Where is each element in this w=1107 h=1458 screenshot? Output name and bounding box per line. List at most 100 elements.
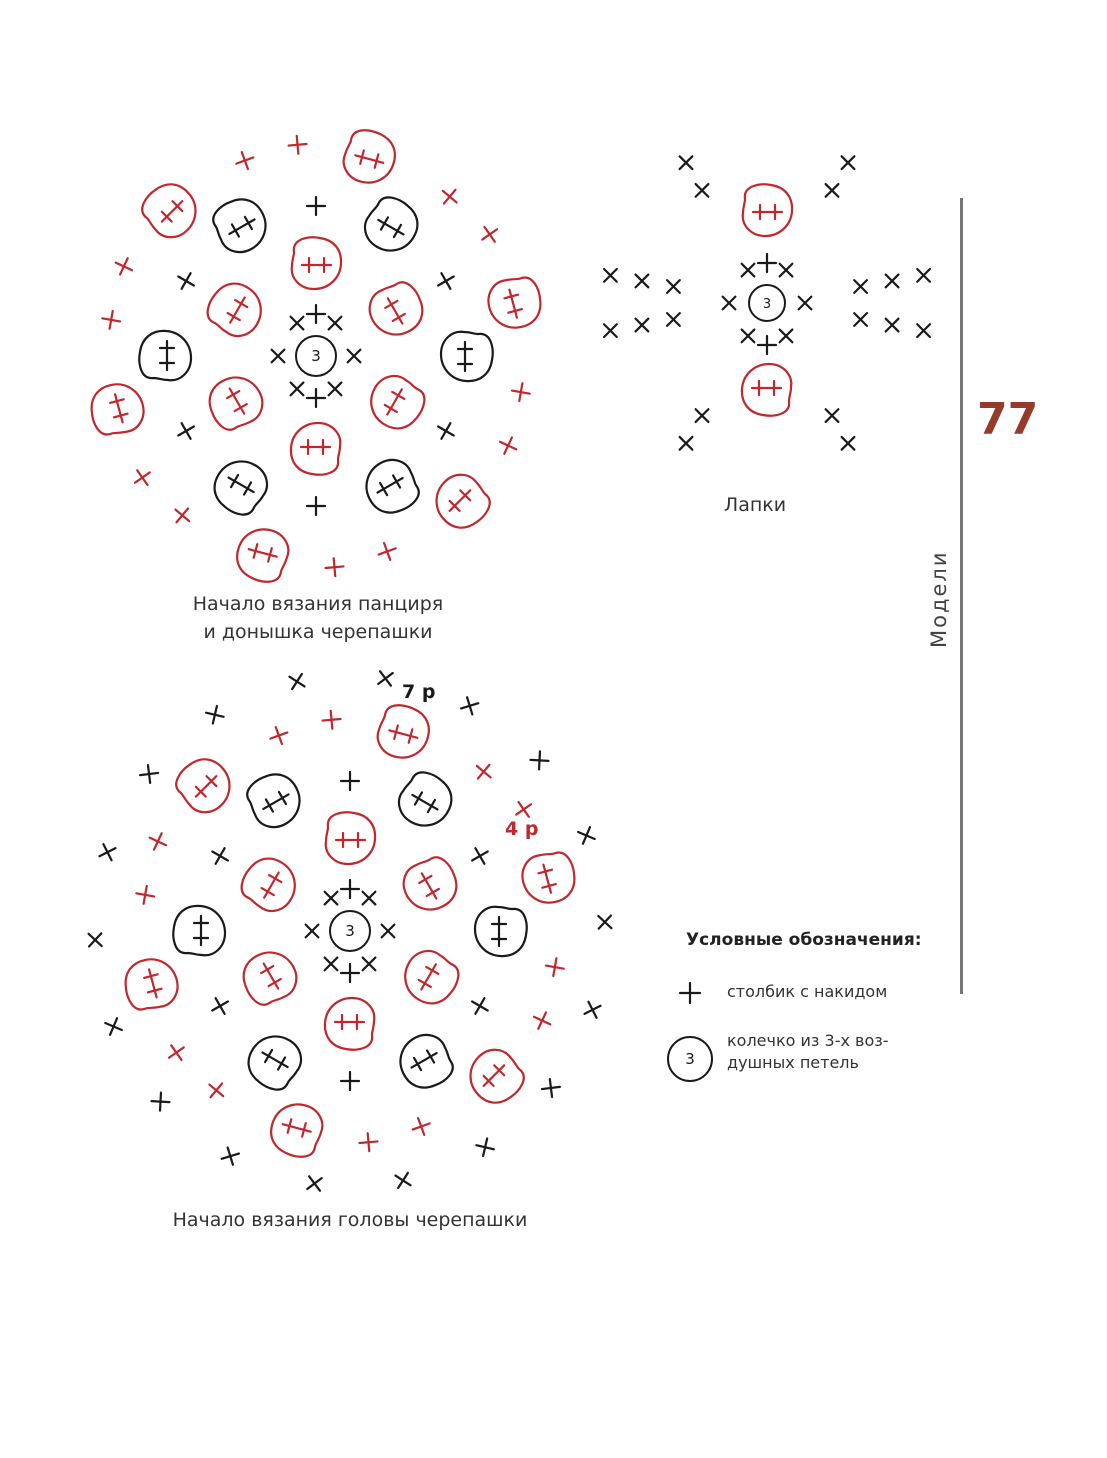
dc-stitch-icon xyxy=(109,393,125,409)
dc-stitch-icon xyxy=(750,379,768,397)
dc-stitch-icon xyxy=(853,279,869,294)
dc-stitch-icon xyxy=(354,149,370,166)
head-diagram: 3 7 р 4 р xyxy=(87,670,613,1192)
stitch-group-icon xyxy=(324,811,377,866)
dc-stitch-icon xyxy=(394,1171,412,1190)
head-caption-line-1: Начало вязания головы черепашки xyxy=(172,1209,528,1231)
dc-stitch-icon xyxy=(324,557,345,578)
dc-stitch-icon xyxy=(269,725,289,746)
dc-stitch-icon xyxy=(339,1070,361,1092)
dc-stitch-icon xyxy=(797,295,813,311)
dc-stitch-icon xyxy=(361,956,377,972)
section-divider xyxy=(960,198,963,994)
dc-stitch-icon xyxy=(459,489,472,502)
stitch-group-icon xyxy=(435,473,491,529)
dc-stitch-icon xyxy=(346,348,362,364)
dc-stitch-icon xyxy=(481,225,499,243)
stitch-group-icon xyxy=(469,1048,525,1104)
stitch-group-icon xyxy=(90,383,145,436)
dc-stitch-icon xyxy=(916,323,932,339)
dc-stitch-icon xyxy=(471,847,489,865)
dc-stitch-icon xyxy=(139,763,160,785)
dc-stitch-icon xyxy=(241,215,256,231)
dc-stitch-icon xyxy=(884,317,900,333)
dc-stitch-icon xyxy=(380,923,396,939)
dc-stitch-icon xyxy=(240,481,255,496)
dc-stitch-icon xyxy=(334,831,352,849)
ring-icon: 3 xyxy=(748,284,786,322)
dc-stitch-icon xyxy=(541,878,557,894)
stitch-group-icon xyxy=(124,958,179,1011)
dc-stitch-icon xyxy=(150,1091,171,1112)
dc-stitch-icon xyxy=(471,997,489,1015)
dc-stitch-icon xyxy=(425,963,440,978)
dc-stitch-icon xyxy=(234,296,249,311)
dc-stitch-icon xyxy=(267,975,282,990)
stitch-group-icon xyxy=(289,421,342,476)
stitch-group-icon xyxy=(247,1035,303,1091)
dc-stitch-icon xyxy=(634,273,650,289)
dc-stitch-icon xyxy=(112,407,129,424)
dc-stitch-icon xyxy=(383,401,398,416)
dc-stitch-icon xyxy=(532,1011,552,1030)
dc-stitch-icon xyxy=(377,670,394,687)
dc-stitch-icon xyxy=(305,495,327,517)
dc-stitch-icon xyxy=(135,884,156,905)
dc-stitch-icon xyxy=(158,339,176,357)
dc-stitch-icon xyxy=(323,890,339,906)
ring-label: 3 xyxy=(685,1050,695,1068)
dc-stitch-icon xyxy=(177,272,195,290)
dc-stitch-icon xyxy=(114,257,134,276)
dc-stitch-icon xyxy=(490,915,508,933)
dc-stitch-icon xyxy=(418,872,433,887)
dc-stitch-icon xyxy=(133,469,151,487)
dc-stitch-icon xyxy=(475,1137,495,1158)
dc-stitch-icon xyxy=(192,929,210,947)
legend-item-ring-line-2: душных петель xyxy=(727,1053,859,1072)
ring-icon: 3 xyxy=(667,1036,713,1082)
dc-stitch-icon xyxy=(275,790,290,806)
dc-stitch-icon xyxy=(339,962,361,984)
dc-stitch-icon xyxy=(678,155,694,171)
dc-stitch-icon xyxy=(389,474,404,489)
head-caption: Начало вязания головы черепашки xyxy=(160,1206,540,1234)
dc-stitch-icon xyxy=(634,317,650,333)
dc-stitch-icon xyxy=(498,436,518,455)
dc-stitch-icon xyxy=(537,863,554,880)
stitch-group-icon xyxy=(399,1033,454,1089)
stitch-group-icon xyxy=(270,1103,324,1158)
dc-stitch-icon xyxy=(262,798,277,813)
dc-stitch-icon xyxy=(824,408,840,424)
dc-stitch-icon xyxy=(146,982,163,999)
dc-stitch-icon xyxy=(289,381,305,397)
row-label: 7 р xyxy=(402,681,435,703)
stitch-group-icon xyxy=(370,374,426,430)
dc-stitch-icon xyxy=(171,200,184,213)
dc-stitch-icon xyxy=(211,847,229,865)
dc-stitch-icon xyxy=(260,884,275,899)
dc-stitch-icon xyxy=(510,382,531,403)
dc-stitch-icon xyxy=(577,826,596,845)
dc-stitch-icon xyxy=(226,387,241,402)
shell-caption: Начало вязания панциря и донышка черепаш… xyxy=(168,590,468,646)
dc-stitch-icon xyxy=(665,279,681,294)
stitch-group-icon xyxy=(212,198,267,254)
dc-stitch-icon xyxy=(299,438,317,456)
legend-item-ring-text: колечко из 3-х воз- душных петель xyxy=(727,1030,889,1074)
dc-stitch-icon xyxy=(740,328,756,344)
dc-stitch-icon xyxy=(194,785,207,798)
dc-stitch-icon xyxy=(305,387,327,409)
dc-stitch-icon xyxy=(694,182,710,198)
stitch-group-icon xyxy=(397,771,453,827)
dc-stitch-icon xyxy=(751,203,769,221)
stitch-group-icon xyxy=(342,129,396,184)
dc-stitch-icon xyxy=(824,182,840,198)
dc-stitch-icon xyxy=(192,914,210,932)
dc-stitch-icon xyxy=(544,957,565,978)
dc-stitch-icon xyxy=(529,750,550,771)
stitch-group-icon xyxy=(208,376,264,431)
dc-stitch-icon xyxy=(756,334,778,356)
stitch-group-icon xyxy=(741,183,794,238)
stitch-group-icon xyxy=(240,857,296,913)
stitch-group-icon xyxy=(141,183,197,239)
